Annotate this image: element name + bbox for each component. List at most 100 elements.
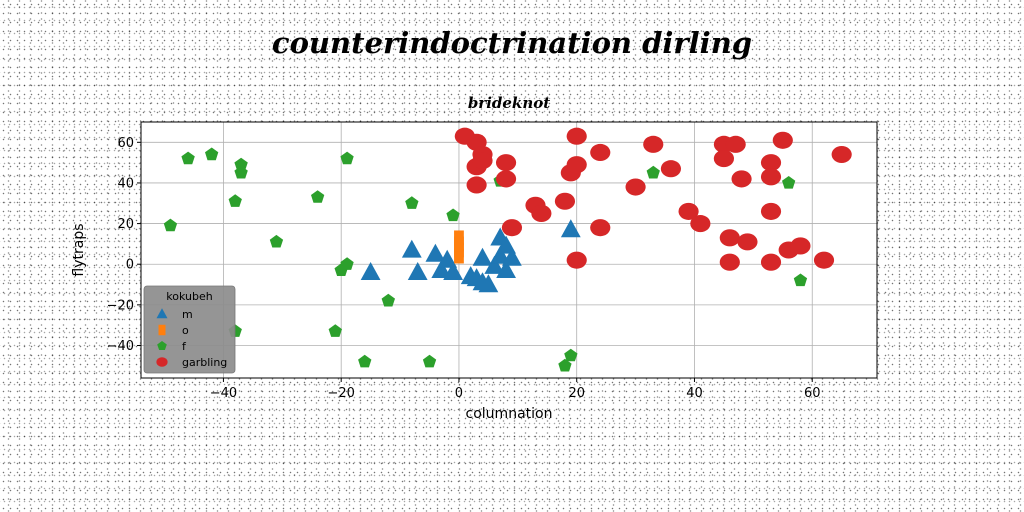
data-point-m [490, 245, 511, 264]
legend-marker-m [156, 308, 168, 319]
legend-label-garbling: garbling [182, 356, 227, 369]
y-tick-label: 0 [126, 258, 134, 273]
data-point-m [472, 247, 493, 266]
data-point-m [496, 235, 516, 254]
data-point-f [782, 176, 796, 189]
data-point-garbling [737, 233, 758, 251]
data-point-garbling [772, 131, 793, 149]
data-point-garbling [590, 219, 611, 237]
data-point-garbling [831, 145, 852, 164]
data-point-f [358, 354, 372, 368]
series-o [454, 230, 464, 264]
x-tick-label: −20 [327, 386, 354, 401]
data-point-garbling [690, 215, 711, 233]
legend-label-f: f [182, 340, 187, 353]
data-point-garbling [566, 251, 587, 269]
data-point-m [484, 255, 505, 274]
y-tick-label: 60 [117, 136, 134, 151]
y-tick-label: −40 [107, 339, 134, 354]
y-tick-label: 40 [117, 176, 134, 191]
data-point-f [422, 354, 437, 368]
data-point-m [478, 274, 499, 293]
data-point-garbling [731, 170, 752, 188]
data-points [163, 127, 852, 372]
y-tick-label: −20 [107, 298, 134, 313]
data-point-m [443, 262, 463, 280]
data-point-f [793, 273, 808, 287]
plot-title: brideknot [468, 94, 550, 112]
legend-label-o: o [182, 324, 189, 337]
data-point-m [502, 247, 522, 266]
data-point-garbling [713, 150, 734, 168]
data-point-f [646, 165, 660, 179]
data-point-garbling [643, 135, 664, 153]
data-point-garbling [719, 229, 740, 247]
data-point-garbling [554, 192, 576, 210]
data-point-garbling [501, 219, 523, 237]
data-point-m [401, 239, 422, 258]
legend-label-m: m [182, 308, 193, 321]
data-point-garbling [472, 152, 493, 170]
data-point-garbling [719, 253, 740, 271]
data-point-o [454, 230, 464, 246]
data-point-garbling [590, 143, 611, 162]
data-point-f [381, 293, 395, 307]
data-point-f [163, 218, 178, 232]
data-point-f [564, 348, 578, 362]
data-point-f [328, 324, 342, 337]
data-point-m [360, 262, 381, 280]
series-garbling [454, 127, 852, 271]
x-tick-label: 20 [568, 386, 585, 401]
data-point-garbling [531, 204, 552, 222]
legend: kokubeh mof garbling [143, 285, 236, 374]
data-point-garbling [790, 237, 811, 255]
data-point-m [425, 243, 446, 262]
data-point-garbling [566, 156, 587, 174]
data-point-garbling [760, 154, 782, 172]
data-point-m [437, 249, 458, 268]
x-tick-label: 40 [686, 386, 703, 401]
x-axis-label: columnation [466, 406, 553, 422]
data-point-garbling [625, 178, 646, 196]
data-point-f [269, 234, 284, 248]
data-point-m [431, 260, 452, 278]
y-axis-label: flytraps [71, 223, 87, 276]
legend-marker-garbling [156, 357, 168, 367]
data-point-m [496, 260, 516, 278]
data-point-garbling [466, 176, 487, 194]
axis-ticks: −40 −20 0 20 40 60 −40 −20 0 20 40 60 [107, 136, 821, 401]
x-tick-label: 60 [804, 386, 821, 401]
data-point-f [234, 157, 248, 171]
data-point-garbling [760, 253, 782, 271]
data-point-garbling [566, 127, 587, 145]
data-point-garbling [760, 202, 782, 220]
series-f [163, 147, 808, 372]
x-tick-label: 0 [455, 386, 463, 401]
data-point-f [340, 257, 354, 270]
data-point-garbling [725, 135, 746, 153]
data-point-f [558, 358, 572, 372]
data-point-m [407, 262, 428, 280]
legend-title: kokubeh [166, 290, 212, 303]
data-point-f [205, 147, 219, 161]
legend-marker-f [157, 341, 167, 350]
legend-box [143, 285, 236, 374]
data-point-f [446, 208, 460, 222]
data-point-garbling [760, 168, 782, 186]
plot-frame [140, 121, 878, 379]
data-point-f [340, 151, 354, 165]
data-point-garbling [813, 251, 835, 269]
data-point-garbling [678, 202, 699, 220]
x-tick-label: −40 [210, 386, 237, 401]
data-point-f [405, 196, 419, 209]
data-point-f [181, 151, 195, 165]
figure-suptitle: counterindoctrination dirling [271, 26, 753, 60]
data-point-garbling [495, 154, 517, 172]
series-m [360, 219, 581, 293]
legend-marker-o [158, 324, 166, 336]
data-point-f [311, 190, 325, 203]
data-point-f [228, 194, 242, 207]
y-tick-label: 20 [117, 217, 134, 232]
data-point-garbling [660, 160, 681, 178]
